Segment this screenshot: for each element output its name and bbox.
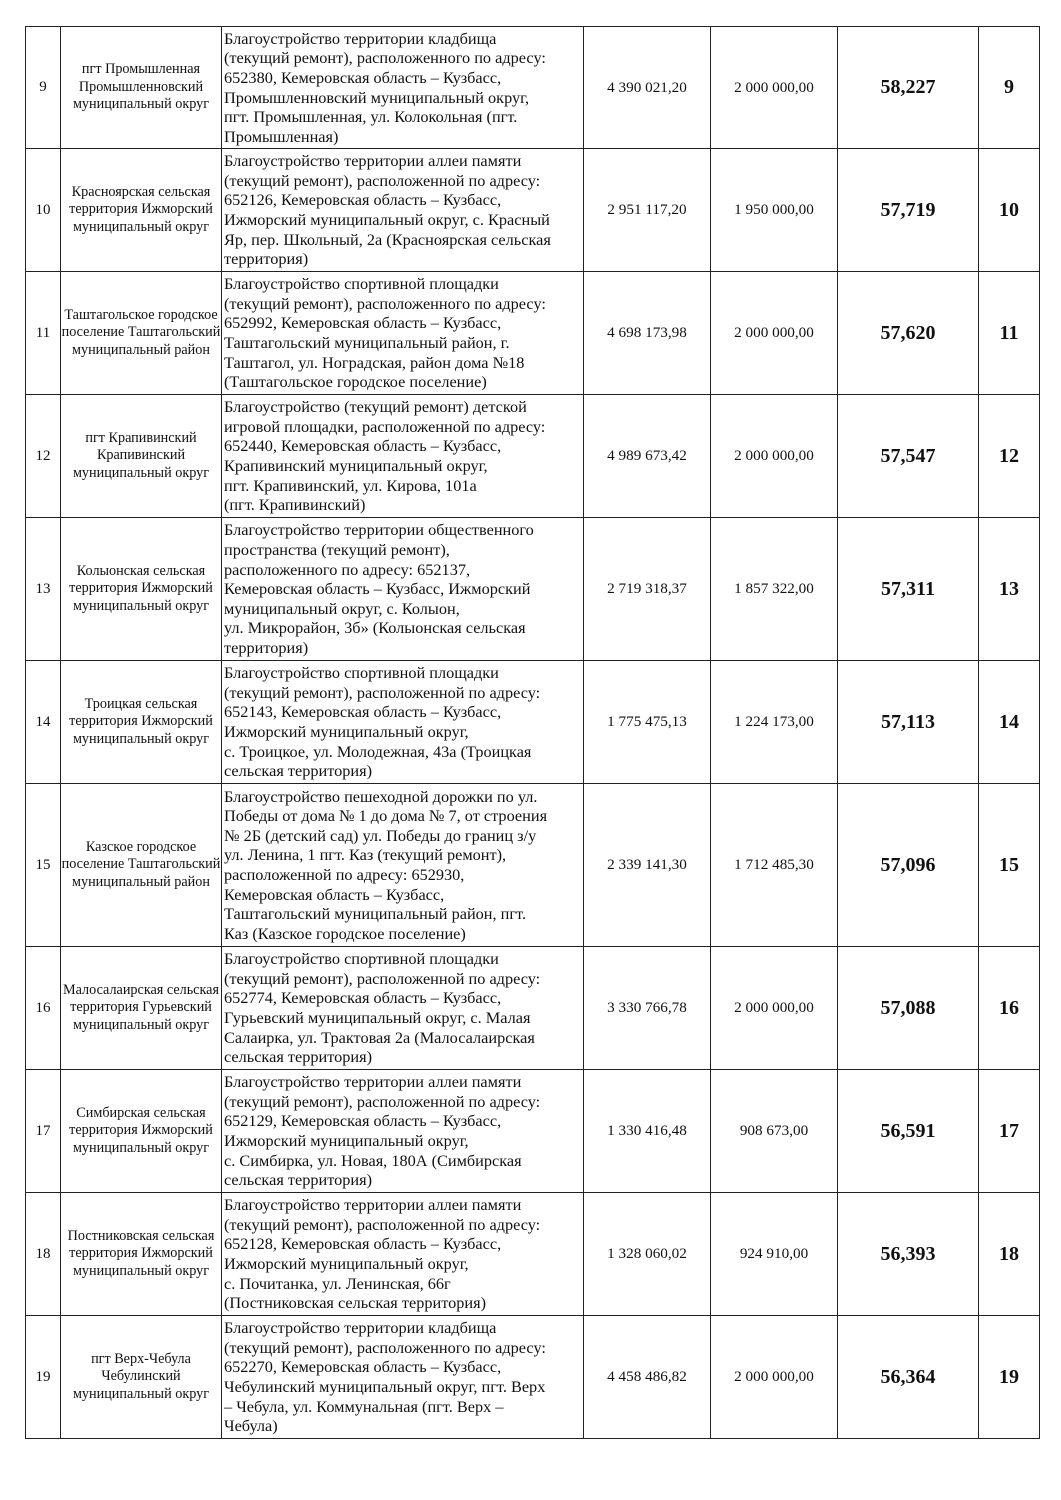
table-row: 15 Казское городское поселение Таштагольс…: [25, 783, 1040, 947]
table-row: 10 Красноярская сельская территория Ижмор…: [25, 148, 1040, 272]
score-cell: 58,227: [837, 26, 979, 149]
row-number-cell: 9: [25, 26, 61, 149]
subsidy-amount-cell: 1 857 322,00: [710, 517, 838, 661]
subsidy-amount-cell: 908 673,00: [710, 1069, 838, 1193]
project-description-cell: Благоустройство (текущий ремонт) детской…: [221, 394, 584, 518]
row-number-cell: 16: [25, 946, 61, 1070]
subsidy-amount-cell: 2 000 000,00: [710, 26, 838, 149]
subsidy-amount-cell: 1 712 485,30: [710, 783, 838, 947]
row-number-cell: 11: [25, 271, 61, 395]
score-cell: 56,364: [837, 1315, 979, 1439]
municipality-name-cell: Симбирская сельская территория Ижморский…: [60, 1069, 222, 1193]
project-description-cell: Благоустройство территории аллеи памяти …: [221, 1069, 584, 1193]
table-row: 18 Постниковская сельская территория Ижмо…: [25, 1192, 1040, 1316]
project-cost-cell: 1 775 475,13: [583, 660, 711, 784]
project-cost-cell: 4 458 486,82: [583, 1315, 711, 1439]
ranking-table-body: 9 пгт Промышленная Промышленновский муниц…: [25, 26, 1040, 1439]
project-description-cell: Благоустройство пешеходной дорожки по ул…: [221, 783, 584, 947]
project-description-cell: Благоустройство спортивной площадки (тек…: [221, 946, 584, 1070]
subsidy-amount-cell: 924 910,00: [710, 1192, 838, 1316]
subsidy-amount-cell: 2 000 000,00: [710, 271, 838, 395]
rank-cell: 15: [978, 783, 1040, 947]
subsidy-amount-cell: 2 000 000,00: [710, 1315, 838, 1439]
row-number-cell: 18: [25, 1192, 61, 1316]
project-description-cell: Благоустройство территории кладбища (тек…: [221, 26, 584, 149]
project-cost-cell: 2 951 117,20: [583, 148, 711, 272]
project-cost-cell: 4 989 673,42: [583, 394, 711, 518]
municipality-name-cell: Таштагольское городское поселение Таштаг…: [60, 271, 222, 395]
rank-cell: 11: [978, 271, 1040, 395]
project-cost-cell: 2 339 141,30: [583, 783, 711, 947]
row-number-cell: 17: [25, 1069, 61, 1193]
score-cell: 57,547: [837, 394, 979, 518]
score-cell: 57,620: [837, 271, 979, 395]
score-cell: 57,113: [837, 660, 979, 784]
project-cost-cell: 4 390 021,20: [583, 26, 711, 149]
table-row: 12 пгт Крапивинский Крапивинский муниципа…: [25, 394, 1040, 518]
rank-cell: 9: [978, 26, 1040, 149]
row-number-cell: 14: [25, 660, 61, 784]
rank-cell: 10: [978, 148, 1040, 272]
row-number-cell: 10: [25, 148, 61, 272]
rank-cell: 13: [978, 517, 1040, 661]
score-cell: 57,311: [837, 517, 979, 661]
row-number-cell: 19: [25, 1315, 61, 1439]
municipality-name-cell: пгт Крапивинский Крапивинский муниципаль…: [60, 394, 222, 518]
subsidy-amount-cell: 1 950 000,00: [710, 148, 838, 272]
rank-cell: 14: [978, 660, 1040, 784]
municipality-name-cell: Красноярская сельская территория Ижморск…: [60, 148, 222, 272]
project-cost-cell: 1 328 060,02: [583, 1192, 711, 1316]
project-description-cell: Благоустройство территории общественного…: [221, 517, 584, 661]
table-row: 16 Малосалаирская сельская территория Гур…: [25, 946, 1040, 1070]
municipality-name-cell: Казское городское поселение Таштагольски…: [60, 783, 222, 947]
subsidy-amount-cell: 1 224 173,00: [710, 660, 838, 784]
ranking-table: 9 пгт Промышленная Промышленновский муниц…: [25, 26, 1040, 1439]
municipality-name-cell: пгт Верх-Чебула Чебулинский муниципальны…: [60, 1315, 222, 1439]
score-cell: 56,393: [837, 1192, 979, 1316]
row-number-cell: 12: [25, 394, 61, 518]
row-number-cell: 13: [25, 517, 61, 661]
rank-cell: 19: [978, 1315, 1040, 1439]
table-row: 11 Таштагольское городское поселение Ташт…: [25, 271, 1040, 395]
score-cell: 57,088: [837, 946, 979, 1070]
score-cell: 56,591: [837, 1069, 979, 1193]
project-cost-cell: 3 330 766,78: [583, 946, 711, 1070]
table-row: 9 пгт Промышленная Промышленновский муниц…: [25, 26, 1040, 149]
project-description-cell: Благоустройство территории аллеи памяти …: [221, 1192, 584, 1316]
project-cost-cell: 1 330 416,48: [583, 1069, 711, 1193]
project-cost-cell: 2 719 318,37: [583, 517, 711, 661]
subsidy-amount-cell: 2 000 000,00: [710, 946, 838, 1070]
project-description-cell: Благоустройство спортивной площадки (тек…: [221, 660, 584, 784]
table-row: 19 пгт Верх-Чебула Чебулинский муниципаль…: [25, 1315, 1040, 1439]
project-description-cell: Благоустройство территории кладбища (тек…: [221, 1315, 584, 1439]
rank-cell: 17: [978, 1069, 1040, 1193]
table-row: 17 Симбирская сельская территория Ижморск…: [25, 1069, 1040, 1193]
table-row: 13 Колыонская сельская территория Ижморск…: [25, 517, 1040, 661]
rank-cell: 16: [978, 946, 1040, 1070]
score-cell: 57,719: [837, 148, 979, 272]
municipality-name-cell: пгт Промышленная Промышленновский муници…: [60, 26, 222, 149]
score-cell: 57,096: [837, 783, 979, 947]
municipality-name-cell: Малосалаирская сельская территория Гурье…: [60, 946, 222, 1070]
project-cost-cell: 4 698 173,98: [583, 271, 711, 395]
project-description-cell: Благоустройство спортивной площадки (тек…: [221, 271, 584, 395]
rank-cell: 12: [978, 394, 1040, 518]
subsidy-amount-cell: 2 000 000,00: [710, 394, 838, 518]
municipality-name-cell: Постниковская сельская территория Ижморс…: [60, 1192, 222, 1316]
project-description-cell: Благоустройство территории аллеи памяти …: [221, 148, 584, 272]
row-number-cell: 15: [25, 783, 61, 947]
rank-cell: 18: [978, 1192, 1040, 1316]
municipality-name-cell: Колыонская сельская территория Ижморский…: [60, 517, 222, 661]
table-row: 14 Троицкая сельская территория Ижморский…: [25, 660, 1040, 784]
municipality-name-cell: Троицкая сельская территория Ижморский м…: [60, 660, 222, 784]
